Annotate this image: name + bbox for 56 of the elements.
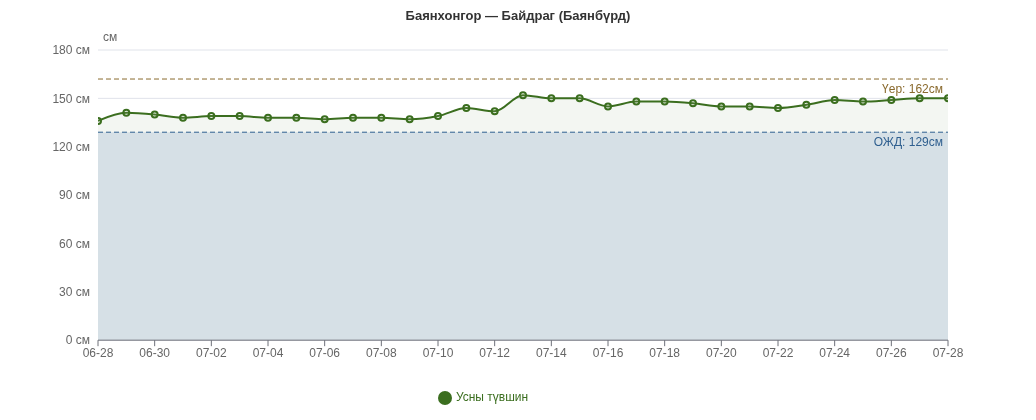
x-tick-label: 07-02 [195,345,227,360]
x-tick-label: 07-20 [705,345,737,360]
ref-line-label: Үер: 162см [882,81,943,96]
point [462,104,471,113]
x-tick-label: 07-22 [762,345,794,360]
legend-label: Усны түвшин [455,390,529,405]
point [122,108,131,117]
point [377,113,386,122]
x-tick-label: 07-28 [932,345,964,360]
point [349,113,357,122]
x-tick-label: 07-16 [592,345,624,360]
point [292,113,301,122]
point [575,94,584,103]
y-tick-label: 150 см [52,91,90,106]
y-tick-label: 120 см [52,139,90,154]
x-tick-label: 07-04 [252,345,284,360]
y-tick-label: 180 см [52,43,90,58]
y-axis-title: см [103,30,118,44]
y-tick-label: 90 см [59,188,90,203]
x-tick-label: 07-10 [422,345,454,360]
x-tick-label: 07-24 [819,345,851,360]
point [179,113,187,122]
point [802,100,811,109]
point [774,104,782,113]
y-tick-label: 0 см [65,333,90,348]
point [689,99,697,108]
point [235,112,244,121]
y-tick-label: 60 см [59,236,90,251]
x-tick-label: 07-12 [479,345,511,360]
point [660,97,669,106]
point [915,94,924,103]
x-tick-label: 07-26 [875,345,907,360]
point [717,102,726,111]
point [604,102,612,111]
point [405,115,414,124]
point [150,110,159,119]
x-tick-label: 07-08 [365,345,397,360]
point [547,94,556,103]
point [830,95,839,104]
y-tick-label: 30 см [59,285,90,300]
point [320,115,329,124]
chart-title: Баянхонгор — Байдраг (Баянбүрд) [404,8,632,25]
ref-line-label: ОЖД: 129см [873,134,943,149]
point [519,91,527,100]
point [632,97,641,106]
x-tick-label: 06-28 [82,345,114,360]
x-tick-label: 07-18 [649,345,681,360]
point [859,97,867,106]
point [745,102,754,111]
x-tick-label: 07-14 [535,345,567,360]
x-tick-label: 07-06 [309,345,341,360]
point [490,107,499,116]
point [434,112,442,121]
point [264,113,272,122]
point [207,112,216,121]
x-tick-label: 06-30 [139,345,171,360]
